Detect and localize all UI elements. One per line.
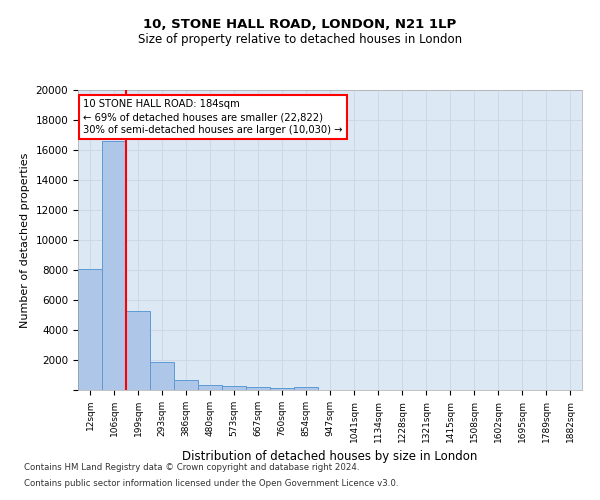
Text: 10 STONE HALL ROAD: 184sqm
← 69% of detached houses are smaller (22,822)
30% of : 10 STONE HALL ROAD: 184sqm ← 69% of deta… bbox=[83, 99, 343, 136]
Text: Contains HM Land Registry data © Crown copyright and database right 2024.: Contains HM Land Registry data © Crown c… bbox=[24, 464, 359, 472]
Bar bbox=[102, 141, 126, 390]
Bar bbox=[270, 388, 294, 390]
Bar bbox=[174, 380, 198, 390]
Bar bbox=[246, 388, 270, 390]
X-axis label: Distribution of detached houses by size in London: Distribution of detached houses by size … bbox=[182, 450, 478, 463]
Text: 10, STONE HALL ROAD, LONDON, N21 1LP: 10, STONE HALL ROAD, LONDON, N21 1LP bbox=[143, 18, 457, 30]
Bar bbox=[126, 310, 150, 390]
Text: Size of property relative to detached houses in London: Size of property relative to detached ho… bbox=[138, 32, 462, 46]
Bar bbox=[222, 386, 246, 390]
Y-axis label: Number of detached properties: Number of detached properties bbox=[20, 152, 30, 328]
Text: Contains public sector information licensed under the Open Government Licence v3: Contains public sector information licen… bbox=[24, 478, 398, 488]
Bar bbox=[78, 268, 102, 390]
Bar bbox=[198, 385, 222, 390]
Bar bbox=[150, 362, 174, 390]
Bar bbox=[294, 387, 318, 390]
